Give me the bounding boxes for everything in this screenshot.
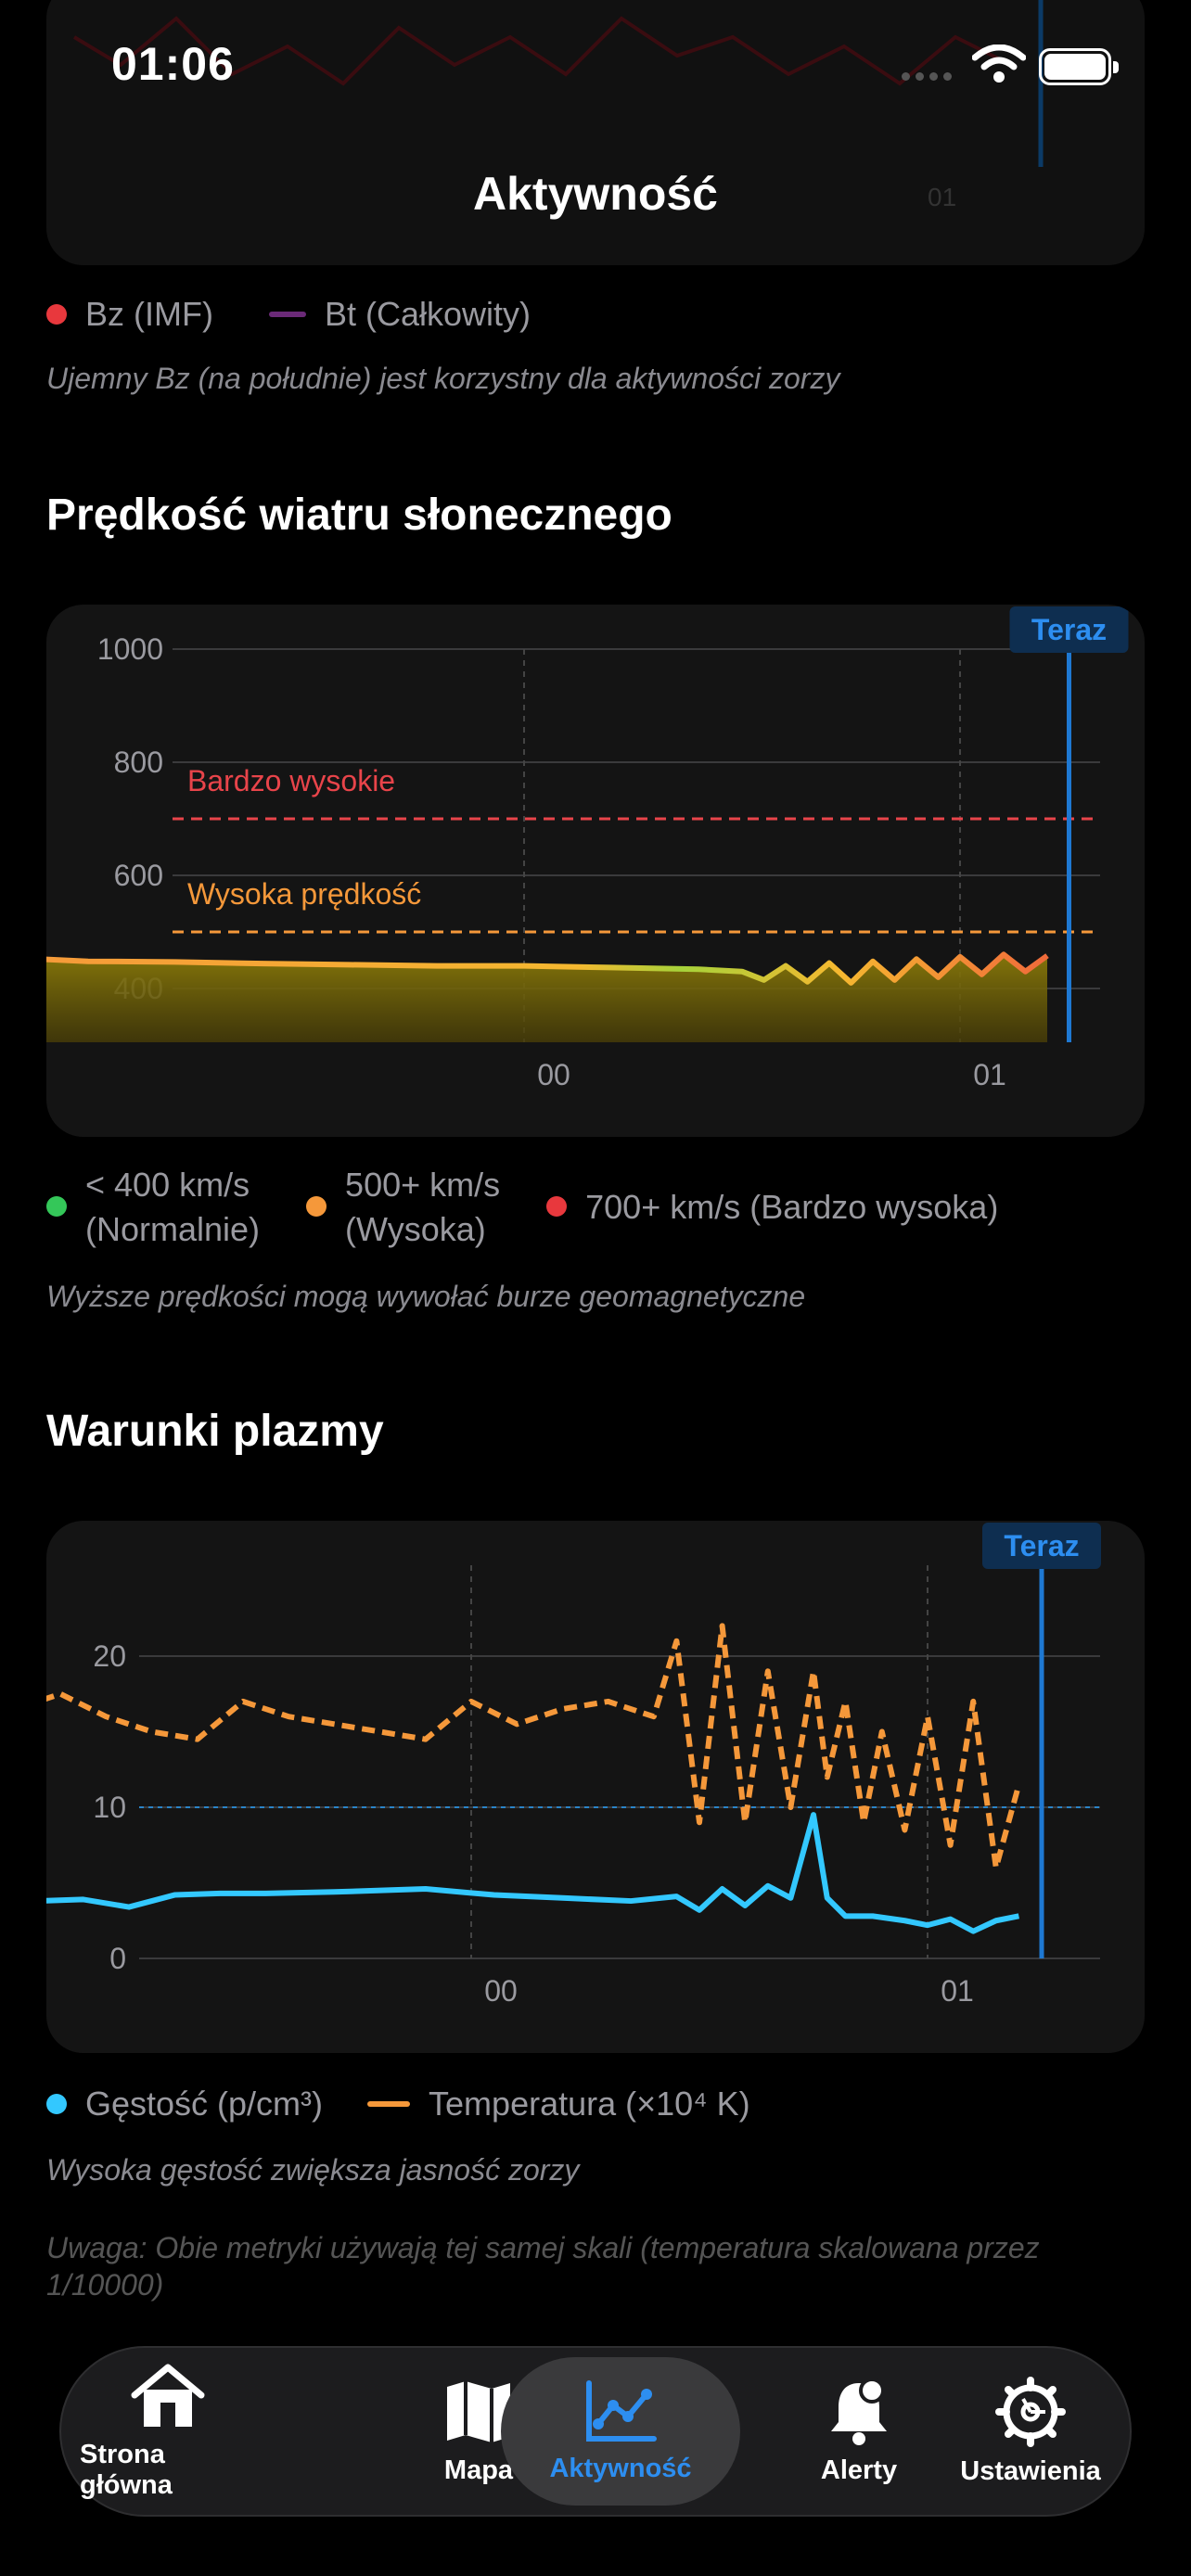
plasma-chart-card: 20 10 0 00 01 Teraz bbox=[46, 1521, 1145, 2053]
plasma-x-tick: 00 bbox=[484, 1974, 518, 2008]
battery-icon bbox=[1039, 48, 1119, 85]
now-label: Teraz bbox=[1031, 613, 1107, 646]
legend-label-density: Gęstość (p/cm³) bbox=[85, 2085, 324, 2123]
cellular-signal-icon bbox=[902, 72, 952, 81]
bz-note: Ujemny Bz (na południe) jest korzystny d… bbox=[46, 362, 840, 395]
legend-dot-bz bbox=[46, 304, 67, 325]
tab-activity-label: Aktywność bbox=[549, 2453, 692, 2483]
legend-label-bt: Bt (Całkowity) bbox=[324, 295, 531, 333]
legend-label-normal-2: (Normalnie) bbox=[85, 1210, 261, 1248]
tab-settings[interactable]: Ustawienia bbox=[942, 2348, 1119, 2515]
legend-dot-very-high bbox=[546, 1196, 568, 1217]
chart-icon bbox=[586, 2379, 657, 2442]
bell-icon bbox=[831, 2377, 887, 2445]
legend-label-temperature: Temperatura (×10⁴ K) bbox=[429, 2085, 750, 2123]
plasma-legend: Gęstość (p/cm³) Temperatura (×10⁴ K) bbox=[46, 2085, 750, 2123]
wind-note: Wyższe prędkości mogą wywołać burze geom… bbox=[46, 1280, 806, 1313]
legend-dot-high bbox=[306, 1196, 327, 1217]
status-bar: 01:06 bbox=[0, 0, 1191, 139]
wind-y-tick: 800 bbox=[114, 746, 163, 779]
density-series-line bbox=[46, 1812, 1019, 1934]
plasma-note: Wysoka gęstość zwiększa jasność zorzy bbox=[46, 2153, 580, 2187]
plasma-y-tick: 20 bbox=[93, 1639, 126, 1673]
plasma-section-title: Warunki plazmy bbox=[46, 1407, 384, 1456]
threshold-very-high-label: Bardzo wysokie bbox=[187, 764, 395, 797]
tab-map-label: Mapa bbox=[443, 2455, 514, 2485]
now-badge bbox=[1009, 606, 1129, 653]
wind-y-tick: 600 bbox=[114, 859, 163, 892]
legend-dot-density bbox=[46, 2094, 67, 2114]
legend-label-high-1: 500+ km/s bbox=[345, 1166, 501, 1204]
wind-x-tick: 00 bbox=[537, 1058, 570, 1091]
temperature-series-line bbox=[46, 1623, 1022, 1871]
house-icon bbox=[131, 2364, 205, 2427]
tab-alerts[interactable]: Alerty bbox=[775, 2348, 942, 2515]
tab-bar: Strona główna Mapa Aktywność Alerty bbox=[59, 2346, 1132, 2517]
status-time: 01:06 bbox=[111, 38, 235, 90]
legend-line-bt bbox=[268, 312, 306, 317]
tab-alerts-label: Alerty bbox=[820, 2455, 898, 2485]
tab-activity[interactable]: Aktywność bbox=[501, 2357, 740, 2506]
plasma-now-label: Teraz bbox=[1004, 1529, 1079, 1562]
svg-text:01: 01 bbox=[928, 183, 956, 211]
wind-y-tick: 1000 bbox=[97, 632, 163, 666]
tab-settings-label: Ustawienia bbox=[960, 2455, 1101, 2486]
tab-home-label: Strona główna bbox=[80, 2440, 173, 2500]
map-icon bbox=[447, 2380, 510, 2442]
wind-x-tick: 01 bbox=[973, 1058, 1006, 1091]
bz-legend: Bz (IMF) Bt (Całkowity) bbox=[46, 295, 531, 334]
plasma-scale-note: Uwaga: Obie metryki używają tej samej sk… bbox=[46, 2231, 1040, 2302]
legend-dot-normal bbox=[46, 1196, 67, 1217]
wind-speed-line bbox=[46, 951, 1049, 986]
wifi-icon bbox=[972, 45, 1026, 83]
legend-line-temperature bbox=[367, 2101, 411, 2107]
legend-label-high-2: (Wysoka) bbox=[345, 1210, 486, 1248]
wind-legend: < 400 km/s (Normalnie) 500+ km/s (Wysoka… bbox=[46, 1163, 998, 1252]
page-title: Aktywność bbox=[473, 168, 718, 220]
tab-map[interactable]: Mapa bbox=[395, 2348, 562, 2515]
plasma-now-badge bbox=[982, 1523, 1101, 1569]
plasma-x-tick: 01 bbox=[941, 1974, 974, 2008]
bz-chart-card: 01 bbox=[46, 0, 1145, 265]
legend-label-very-high: 700+ km/s (Bardzo wysoka) bbox=[585, 1188, 999, 1226]
threshold-high-label: Wysoka prędkość bbox=[187, 877, 421, 911]
legend-label-normal-1: < 400 km/s bbox=[85, 1166, 250, 1204]
plasma-y-tick: 0 bbox=[109, 1942, 126, 1975]
wind-section-title: Prędkość wiatru słonecznego bbox=[46, 491, 672, 540]
legend-label-bz: Bz (IMF) bbox=[85, 295, 213, 333]
tab-home[interactable]: Strona główna bbox=[80, 2348, 256, 2515]
gear-icon bbox=[995, 2376, 1066, 2447]
plasma-y-tick: 10 bbox=[93, 1791, 126, 1824]
